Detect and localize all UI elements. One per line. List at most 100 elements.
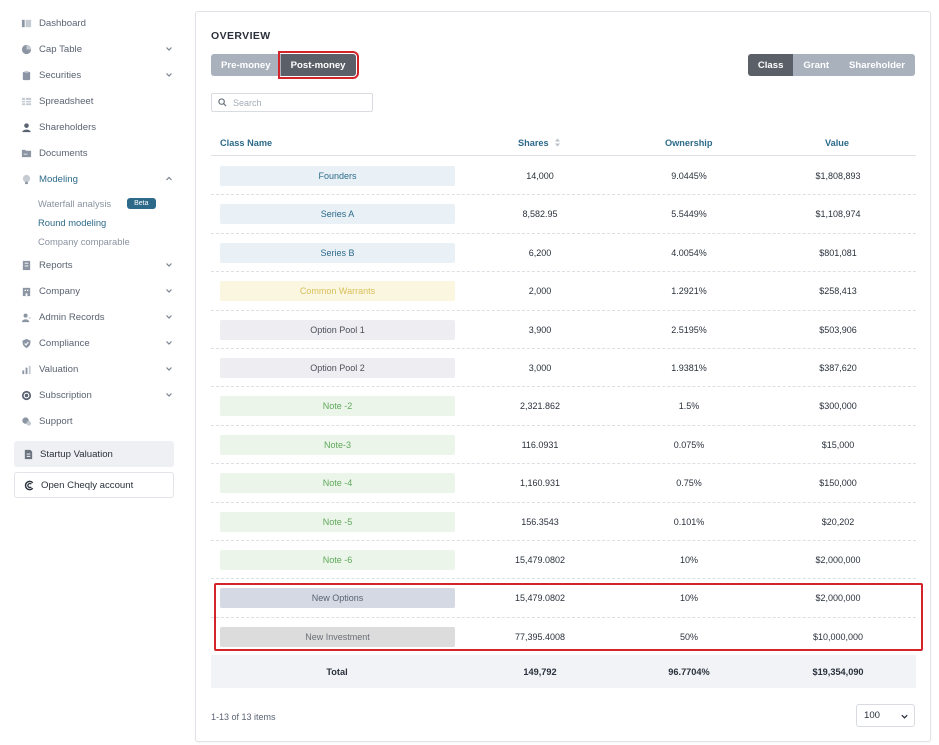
class-name-pill[interactable]: Note -6 [220, 550, 455, 570]
class-name-pill[interactable]: New Options [220, 588, 455, 609]
sort-icon[interactable] [554, 138, 561, 147]
cell-shares: 2,321.862 [519, 401, 561, 412]
cell-value: $1,108,974 [815, 209, 861, 220]
table-row: Option Pool 1 3,900 2.5195% $503,906 [211, 311, 916, 349]
folder-icon [20, 147, 32, 159]
open-cheqly-label: Open Cheqly account [41, 479, 134, 491]
class-name-pill[interactable]: Note -2 [220, 396, 455, 417]
cell-ownership: 5.5449% [671, 209, 707, 220]
total-label: Total [326, 667, 348, 677]
cell-ownership: 10% [679, 593, 698, 604]
class-name-pill[interactable]: Series B [220, 242, 455, 263]
clipboard-icon [20, 69, 32, 81]
sidebar-item-label: Compliance [39, 337, 90, 349]
chevron-down-icon [166, 47, 172, 51]
class-name-pill[interactable]: Founders [220, 166, 455, 186]
class-name-pill[interactable]: New Investment [220, 626, 455, 647]
shareholder-view-button[interactable]: Shareholder [839, 54, 915, 76]
report-icon [20, 259, 32, 271]
chevron-down-icon [901, 714, 908, 719]
pie-chart-icon [20, 43, 32, 55]
class-view-button[interactable]: Class [747, 54, 794, 76]
cell-shares: 14,000 [526, 171, 554, 181]
sidebar-item-label: Support [39, 415, 73, 427]
pagination-info: 1-13 of 13 items [211, 712, 276, 722]
sidebar-item-support[interactable]: Support [20, 412, 176, 430]
column-header-ownership[interactable]: Ownership [665, 138, 713, 148]
sidebar-item-label: Documents [39, 147, 88, 159]
class-name-pill[interactable]: Series A [220, 204, 455, 225]
class-name-pill[interactable]: Option Pool 2 [220, 358, 455, 378]
search-box[interactable] [211, 93, 373, 112]
sidebar-item-label: Securities [39, 69, 82, 81]
open-cheqly-button[interactable]: Open Cheqly account [14, 472, 174, 498]
total-row: Total 149,792 96.7704% $19,354,090 [211, 655, 916, 688]
dashboard-icon [20, 17, 32, 29]
page-size-select[interactable]: 100 [856, 704, 915, 727]
sidebar-item-documents[interactable]: Documents [20, 144, 176, 162]
page-size-value: 100 [864, 710, 881, 721]
sidebar-item-label: Valuation [39, 363, 79, 375]
cell-ownership: 1.2921% [671, 286, 707, 297]
sidebar-item-spreadsheet[interactable]: Spreadsheet [20, 92, 176, 110]
class-name-pill[interactable]: Note-3 [220, 434, 455, 455]
cell-ownership: 0.75% [676, 478, 702, 489]
view-toggle: Class Grant Shareholder [747, 54, 915, 76]
column-header-value[interactable]: Value [825, 138, 850, 148]
total-shares: 149,792 [523, 667, 557, 677]
sidebar-item-label: Modeling [39, 173, 78, 185]
post-money-button[interactable]: Post-money [277, 51, 359, 79]
table-row: Series B 6,200 4.0054% $801,081 [211, 234, 916, 273]
table-row: Note -6 15,479.0802 10% $2,000,000 [211, 541, 916, 580]
sidebar-item-securities[interactable]: Securities [20, 66, 176, 84]
cell-shares: 156.3543 [521, 516, 559, 527]
cell-ownership: 1.9381% [671, 363, 707, 373]
lightbulb-icon [20, 173, 32, 185]
sidebar-item-subscription[interactable]: Subscription [20, 386, 176, 404]
sidebar-item-company[interactable]: Company [20, 282, 176, 300]
class-name-pill[interactable]: Note -4 [220, 473, 455, 494]
sidebar-item-modeling[interactable]: Modeling [20, 170, 176, 188]
modeling-subitem-label: Round modeling [38, 216, 107, 228]
sidebar-item-label: Shareholders [39, 121, 97, 133]
sidebar-item-dashboard[interactable]: Dashboard [20, 14, 176, 32]
modeling-subitem[interactable]: Round modeling [38, 214, 106, 230]
class-name-pill[interactable]: Note -5 [220, 511, 455, 532]
modeling-subitem-label: Waterfall analysis [38, 197, 112, 209]
cell-shares: 15,479.0802 [514, 593, 566, 604]
cell-ownership: 10% [679, 555, 698, 565]
class-name-pill[interactable]: Common Warrants [220, 281, 455, 302]
table-row: Option Pool 2 3,000 1.9381% $387,620 [211, 349, 916, 388]
sidebar-item-compliance[interactable]: Compliance [20, 334, 176, 352]
column-header-class-name[interactable]: Class Name [220, 138, 273, 148]
table-header: Class Name Shares Ownership Value [211, 132, 916, 156]
document-icon [24, 449, 33, 459]
chevron-down-icon [166, 73, 172, 77]
grant-view-button[interactable]: Grant [793, 54, 840, 76]
beta-badge: Beta [127, 197, 156, 209]
sidebar-item-admin-records[interactable]: Admin Records [20, 308, 176, 326]
chevron-down-icon [166, 341, 172, 345]
cell-value: $150,000 [819, 478, 857, 489]
sidebar-item-shareholders[interactable]: Shareholders [20, 118, 176, 136]
startup-valuation-button[interactable]: Startup Valuation [14, 441, 174, 467]
cell-ownership: 50% [679, 631, 698, 642]
chevron-down-icon [166, 263, 172, 267]
modeling-subitem[interactable]: Waterfall analysis Beta [38, 195, 156, 211]
cell-value: $2,000,000 [815, 555, 861, 565]
cell-value: $10,000,000 [812, 631, 864, 642]
coin-icon [20, 389, 32, 401]
column-header-shares[interactable]: Shares [518, 138, 561, 148]
sidebar-item-reports[interactable]: Reports [20, 256, 176, 274]
column-header-shares-label: Shares [518, 138, 549, 148]
search-input[interactable] [233, 97, 363, 108]
cell-value: $2,000,000 [815, 593, 861, 604]
cell-shares: 15,479.0802 [514, 555, 566, 565]
pre-money-button[interactable]: Pre-money [211, 54, 281, 76]
sidebar-item-label: Spreadsheet [39, 95, 94, 107]
sidebar-item-cap-table[interactable]: Cap Table [20, 40, 176, 58]
sidebar-item-valuation[interactable]: Valuation [20, 360, 176, 378]
search-icon [218, 98, 227, 107]
class-name-pill[interactable]: Option Pool 1 [220, 319, 455, 340]
modeling-subitem[interactable]: Company comparable [38, 233, 130, 249]
